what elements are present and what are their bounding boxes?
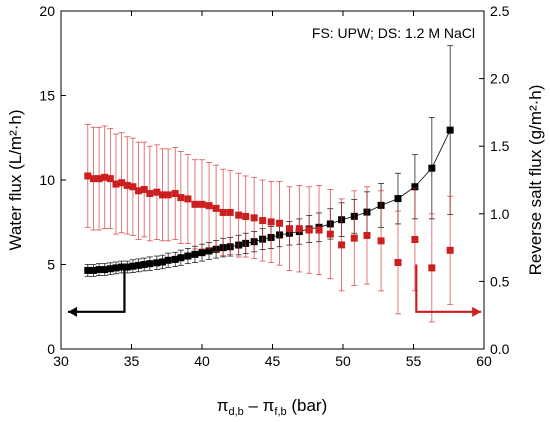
water-flux-point [198,249,206,257]
salt-point [363,231,371,239]
water-flux-point [84,266,92,274]
water-flux-point [205,247,213,255]
water-flux-point [159,258,167,266]
salt-point [106,175,114,183]
salt-point [326,230,334,238]
water-flux-point [177,254,185,262]
y-left-tick-label: 0 [47,341,55,357]
water-flux-point [129,262,137,270]
salt-point [95,175,103,183]
salt-point [305,226,313,234]
salt-point [428,264,436,272]
x-tick-label: 35 [124,353,140,369]
y-right-tick-label: 1.0 [490,206,510,222]
salt-point [118,179,126,187]
salt-point [259,217,267,225]
salt-point [153,188,161,196]
annotation-text: FS: UPW; DS: 1.2 M NaCl [312,25,475,41]
x-tick-label: 30 [53,353,69,369]
y-left-axis-title: Water flux (L/m²·h) [6,109,25,250]
water-flux-point [191,250,199,258]
salt-point [285,225,293,233]
x-tick-label: 40 [194,353,210,369]
water-flux-point [446,126,454,134]
salt-point [377,237,385,245]
salt-point [338,241,346,249]
water-flux-point [140,261,148,268]
salt-point [350,234,358,242]
salt-point [191,200,199,208]
salt-point [184,195,192,203]
y-right-tick-label: 0.5 [490,273,510,289]
y-left-tick-label: 20 [39,3,55,19]
salt-point [140,185,148,193]
water-flux-point [112,264,120,272]
water-flux-point [184,252,192,260]
right-arrowhead [472,306,482,317]
x-tick-label: 55 [406,353,422,369]
salt-point [89,175,97,183]
salt-point [129,183,137,191]
water-flux-point [123,263,131,271]
water-flux-point [153,259,161,267]
salt-point [177,194,185,202]
salt-point [205,202,213,210]
salt-point [135,187,143,195]
salt-point [250,214,258,222]
axis-indicator-arrows [68,264,482,317]
x-tick-label: 50 [335,353,351,369]
salt-point [171,190,179,198]
salt-point [101,173,109,181]
water-flux-point [135,261,143,269]
x-tick-label: 45 [265,353,281,369]
axis-ticks: 30 35 40 45 50 55 60 0 5 10 15 20 0.0 0.5 1.0 1.5 2.0 2.5 [39,3,509,369]
water-flux-point [101,266,109,274]
water-flux-point [164,256,172,264]
salt-point [394,258,402,266]
salt-point [276,219,284,227]
salt-point [446,246,454,254]
salt-point [226,208,234,216]
water-flux-point [89,266,97,274]
left-axis-arrow [68,264,126,313]
left-arrowhead [68,306,78,317]
salt-point [411,235,419,243]
salt-point [235,211,243,219]
salt-point [315,226,323,234]
water-flux-point [95,266,103,274]
y-right-tick-label: 0.0 [490,341,510,357]
salt-point [242,213,250,221]
salt-point [164,191,172,199]
salt-point [267,218,275,226]
water-flux-point [171,255,179,263]
salt-point [198,200,206,208]
water-flux-point [118,263,126,271]
right-axis-arrow [415,264,482,313]
salt-point [159,191,167,199]
salt-point [295,225,303,233]
salt-point [84,172,92,180]
y-right-tick-label: 2.0 [490,71,510,87]
x-axis-title: πd,b – πf,b (bar) [217,396,328,418]
salt-point [212,204,220,212]
y-left-tick-label: 15 [39,88,55,104]
water-flux-point [394,195,402,203]
reverse-salt-flux-series [84,124,454,323]
y-left-tick-label: 10 [39,172,55,188]
water-flux-point [146,260,154,268]
water-flux-point [411,183,419,191]
x-tick-label: 60 [476,353,492,369]
y-right-tick-label: 2.5 [490,3,510,19]
salt-point [123,181,131,189]
water-flux-point [428,164,436,172]
water-flux-point [106,265,114,273]
salt-point [219,208,227,216]
y-left-tick-label: 5 [47,257,55,273]
y-right-axis-title: Reverse salt flux (g/m²·h) [526,85,545,276]
y-right-tick-label: 1.5 [490,138,510,154]
salt-point [146,190,154,198]
salt-point [112,180,120,188]
